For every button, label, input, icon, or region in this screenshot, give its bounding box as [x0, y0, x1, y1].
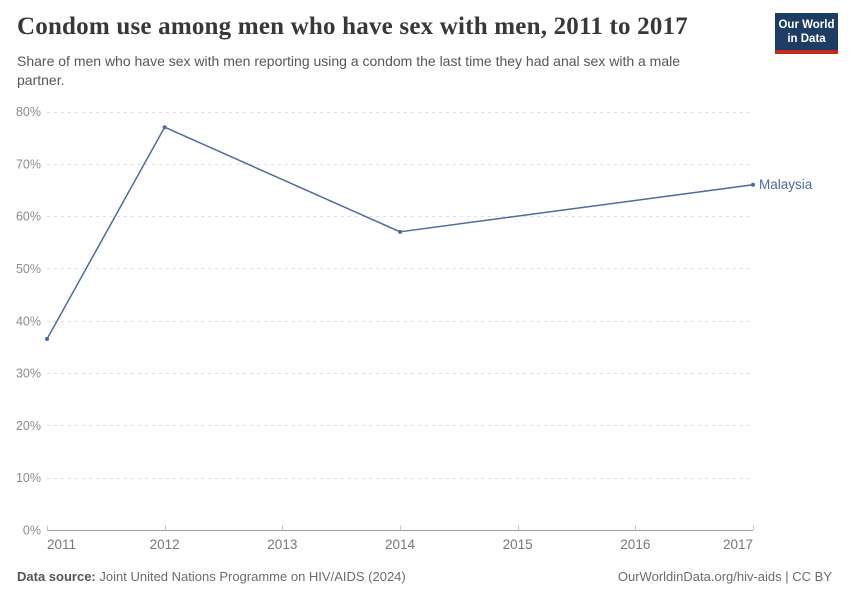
y-tick-label-80: 80% — [16, 105, 41, 119]
data-point-malaysia-2012[interactable] — [162, 125, 167, 130]
y-tick-label-40: 40% — [16, 314, 41, 328]
x-tick-label-2017: 2017 — [723, 537, 753, 552]
y-tick-label-50: 50% — [16, 262, 41, 276]
y-tick-label-0: 0% — [23, 524, 41, 538]
y-tick-label-60: 60% — [16, 210, 41, 224]
x-tick-label-2016: 2016 — [620, 537, 650, 552]
x-tick-label-2015: 2015 — [503, 537, 533, 552]
owid-logo-line1: Our World — [778, 19, 835, 31]
data-source-label: Data source: — [17, 569, 96, 584]
data-point-malaysia-2014[interactable] — [398, 229, 402, 234]
chart-subtitle: Share of men who have sex with men repor… — [17, 53, 681, 88]
page-title: Condom use among men who have sex with m… — [17, 13, 688, 40]
y-tick-label-30: 30% — [16, 367, 41, 381]
credit-link[interactable]: OurWorldinData.org/hiv-aids | CC BY — [617, 569, 832, 584]
data-source-note: Data source: Joint United Nations Progra… — [17, 569, 406, 584]
x-tick-label-2011: 2011 — [47, 537, 76, 552]
data-source-text: Joint United Nations Programme on HIV/AI… — [99, 569, 406, 584]
series-line-malaysia[interactable] — [46, 126, 754, 340]
data-point-malaysia-2011[interactable] — [45, 337, 49, 342]
series-label-malaysia[interactable]: Malaysia — [759, 177, 813, 192]
y-tick-label-70: 70% — [16, 157, 41, 171]
y-tick-label-20: 20% — [16, 419, 41, 433]
x-tick-label-2014: 2014 — [385, 537, 416, 552]
x-tick-label-2012: 2012 — [150, 537, 180, 552]
y-tick-label-10: 10% — [16, 471, 41, 485]
owid-logo[interactable]: Our World in Data — [775, 13, 838, 54]
data-point-malaysia-2017[interactable] — [751, 182, 755, 187]
owid-logo-line2: in Data — [787, 33, 826, 45]
x-tick-label-2013: 2013 — [267, 537, 297, 552]
